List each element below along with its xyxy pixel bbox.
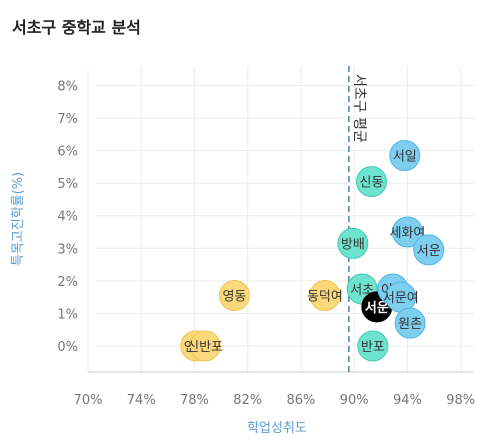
data-point: 세화여 bbox=[390, 216, 426, 248]
y-tick-label: 4% bbox=[57, 210, 78, 225]
axis-ticks: 0% 1% 2% 3% 4% 5% 6% 7% 8% 70% 74% 78% 82% 86% 90% 94% 9… bbox=[57, 80, 475, 408]
data-point-marker bbox=[357, 330, 389, 362]
y-axis-title: 특목고진학률(%) bbox=[11, 172, 26, 266]
x-tick-label: 78% bbox=[180, 393, 209, 408]
y-tick-label: 3% bbox=[57, 242, 78, 257]
data-point-marker bbox=[309, 280, 341, 311]
data-point-label: 서문여 bbox=[383, 291, 419, 306]
data-point-marker bbox=[356, 166, 388, 198]
data-point-marker bbox=[394, 307, 426, 339]
data-point-label: 동덕여 bbox=[307, 290, 343, 305]
data-point: 원촌 bbox=[394, 307, 426, 339]
data-point-label: 방배 bbox=[341, 237, 365, 252]
chart-title: 서초구 중학교 분석 bbox=[12, 18, 141, 37]
y-tick-label: 0% bbox=[57, 340, 78, 355]
data-point-marker bbox=[391, 216, 423, 248]
data-point: 방배 bbox=[337, 227, 369, 259]
data-point: 반포 bbox=[357, 330, 389, 362]
data-point: 동덕여 bbox=[307, 280, 343, 311]
x-tick-label: 94% bbox=[393, 393, 422, 408]
data-point-label: 반포 bbox=[361, 340, 385, 355]
data-point-marker bbox=[389, 140, 421, 172]
x-tick-label: 90% bbox=[340, 393, 369, 408]
data-point: 영동 bbox=[218, 280, 250, 311]
x-axis-title: 학업성취도 bbox=[247, 421, 307, 436]
data-point-label: 서일 bbox=[393, 150, 417, 165]
x-tick-label: 74% bbox=[127, 393, 156, 408]
y-tick-label: 7% bbox=[57, 112, 78, 127]
data-point: 신반포 bbox=[187, 330, 223, 362]
data-point-marker bbox=[337, 227, 369, 259]
y-tick-label: 8% bbox=[57, 80, 78, 95]
y-tick-label: 2% bbox=[57, 275, 78, 290]
data-point-marker bbox=[413, 234, 445, 266]
data-point: 서일 bbox=[389, 140, 421, 172]
average-label: 서초구 평균 bbox=[351, 74, 367, 143]
y-tick-label: 5% bbox=[57, 177, 78, 192]
data-point-label: 원촌 bbox=[398, 317, 422, 332]
data-point: 서운 bbox=[413, 234, 445, 266]
x-tick-label: 86% bbox=[287, 393, 316, 408]
x-tick-label: 98% bbox=[446, 393, 475, 408]
data-point-label: 서운 bbox=[417, 244, 441, 259]
data-point-label: 신동 bbox=[360, 176, 384, 191]
data-point-label: 신반포 bbox=[187, 340, 223, 355]
data-point-marker bbox=[218, 280, 250, 311]
data-point-label: 세화여 bbox=[390, 226, 426, 241]
data-point: 신동 bbox=[356, 166, 388, 198]
y-tick-label: 1% bbox=[57, 307, 78, 322]
x-tick-label: 70% bbox=[74, 393, 103, 408]
data-points: 언남신반포영동동덕여방배신동서초반포서운이수서일세화여서문여원촌서운 bbox=[180, 140, 445, 362]
data-point-label: 영동 bbox=[222, 290, 246, 305]
x-tick-label: 82% bbox=[233, 393, 262, 408]
data-point-label: 서운 bbox=[365, 301, 389, 316]
data-point: 서문여 bbox=[383, 281, 419, 313]
y-tick-label: 6% bbox=[57, 145, 78, 160]
data-point-marker bbox=[189, 330, 221, 362]
